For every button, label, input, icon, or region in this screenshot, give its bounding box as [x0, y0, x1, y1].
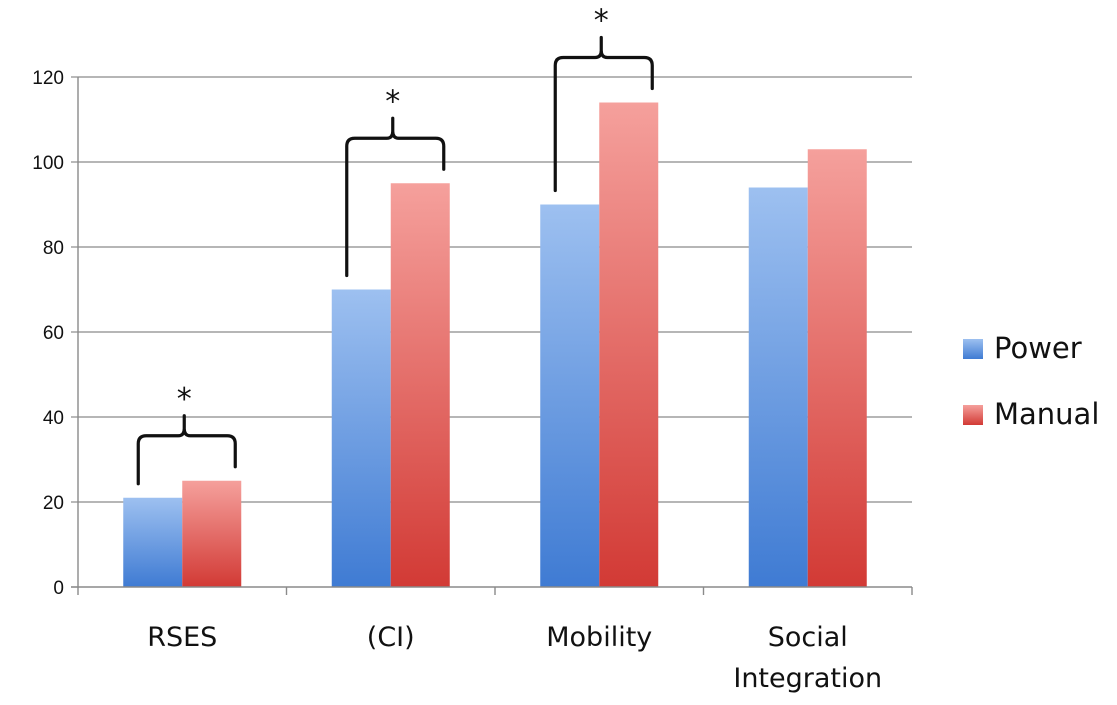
x-tick-label: Mobility [546, 622, 652, 653]
significance-bracket [136, 414, 237, 486]
bar-power-3 [748, 187, 808, 587]
significance-bracket [345, 116, 446, 278]
bar-power-1 [331, 289, 391, 587]
axis-labels: 0 20 40 60 80 100 120 RSES (CI) Mobility Social Int… [32, 68, 882, 694]
significance-bracket [553, 35, 654, 193]
bar-power-0 [123, 497, 183, 587]
legend-swatch-manual [963, 405, 983, 425]
y-tick-label: 120 [32, 68, 64, 89]
y-tick-label: 20 [43, 493, 64, 514]
y-tick-label: 100 [32, 153, 64, 174]
y-tick-label: 40 [43, 408, 64, 429]
bar-power-2 [540, 204, 600, 587]
legend: Power Manual [963, 331, 1099, 431]
bar-manual-2 [599, 102, 659, 587]
bar-manual-1 [390, 183, 450, 587]
y-tick-label: 80 [43, 238, 64, 259]
axes [71, 77, 913, 595]
bars [123, 102, 867, 587]
significance-star: * [594, 4, 609, 39]
bar-manual-0 [182, 480, 242, 587]
significance-brackets: * * * [136, 4, 654, 486]
legend-label-manual: Manual [994, 397, 1099, 431]
legend-swatch-power [963, 339, 983, 359]
legend-label-power: Power [994, 331, 1082, 365]
x-tick-label: Social [768, 622, 848, 653]
significance-star: * [385, 84, 400, 119]
y-tick-label: 0 [53, 578, 64, 599]
x-tick-label: (CI) [367, 622, 415, 653]
y-tick-label: 60 [43, 323, 64, 344]
bar-manual-3 [807, 149, 867, 587]
x-tick-label: RSES [147, 622, 217, 653]
x-tick-label: Integration [733, 663, 882, 694]
significance-star: * [177, 382, 192, 417]
